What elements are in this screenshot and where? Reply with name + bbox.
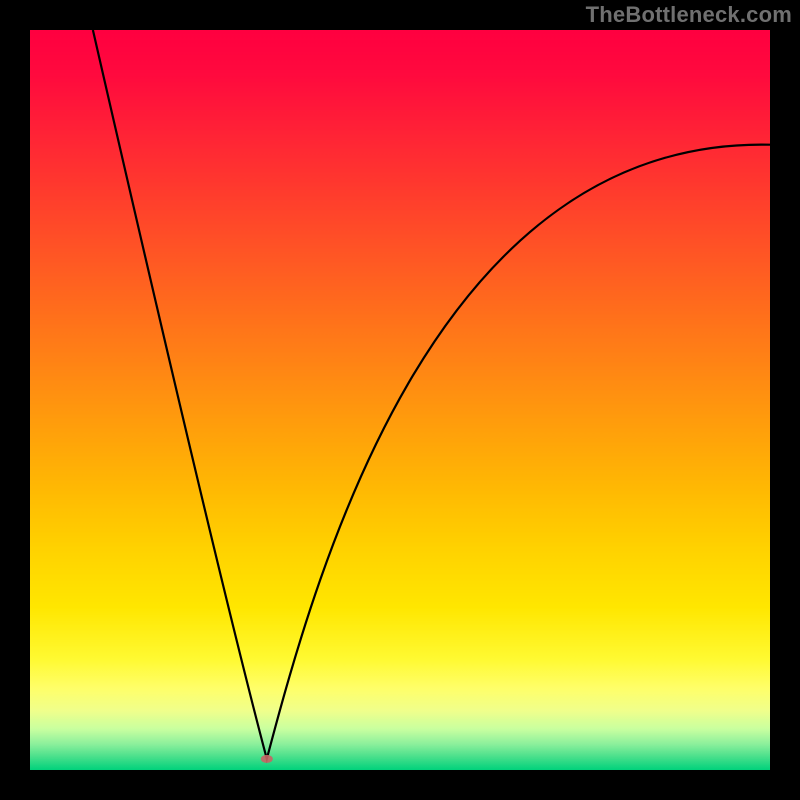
bottleneck-curve [93,30,770,759]
minimum-marker [261,755,273,763]
curve-layer [30,30,770,770]
plot-area [30,30,770,770]
chart-container: TheBottleneck.com [0,0,800,800]
watermark-label: TheBottleneck.com [586,2,792,28]
